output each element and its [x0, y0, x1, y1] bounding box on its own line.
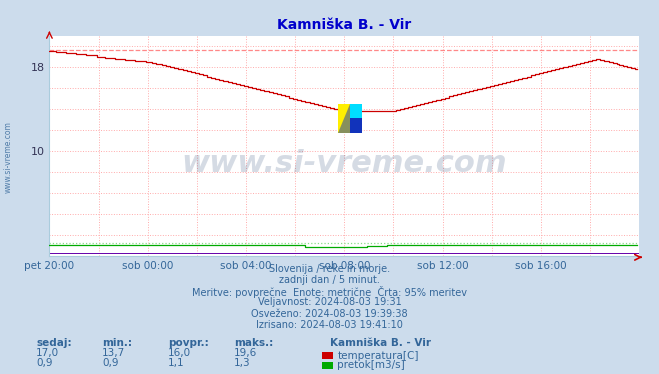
- Text: Osveženo: 2024-08-03 19:39:38: Osveženo: 2024-08-03 19:39:38: [251, 309, 408, 319]
- Text: Veljavnost: 2024-08-03 19:31: Veljavnost: 2024-08-03 19:31: [258, 297, 401, 307]
- Text: Izrisano: 2024-08-03 19:41:10: Izrisano: 2024-08-03 19:41:10: [256, 320, 403, 330]
- Text: Meritve: povprečne  Enote: metrične  Črta: 95% meritev: Meritve: povprečne Enote: metrične Črta:…: [192, 286, 467, 298]
- Text: www.si-vreme.com: www.si-vreme.com: [3, 121, 13, 193]
- Text: www.si-vreme.com: www.si-vreme.com: [181, 149, 507, 178]
- Text: Kamniška B. - Vir: Kamniška B. - Vir: [330, 338, 430, 348]
- Title: Kamniška B. - Vir: Kamniška B. - Vir: [277, 18, 411, 31]
- Text: sedaj:: sedaj:: [36, 338, 72, 348]
- Text: 0,9: 0,9: [102, 358, 119, 368]
- Text: min.:: min.:: [102, 338, 132, 348]
- Text: maks.:: maks.:: [234, 338, 273, 348]
- Text: 17,0: 17,0: [36, 348, 59, 358]
- Text: 1,3: 1,3: [234, 358, 250, 368]
- Polygon shape: [339, 104, 350, 133]
- Text: zadnji dan / 5 minut.: zadnji dan / 5 minut.: [279, 275, 380, 285]
- Text: Slovenija / reke in morje.: Slovenija / reke in morje.: [269, 264, 390, 274]
- Bar: [350, 118, 362, 133]
- Text: pretok[m3/s]: pretok[m3/s]: [337, 361, 405, 370]
- Text: 13,7: 13,7: [102, 348, 125, 358]
- Text: 16,0: 16,0: [168, 348, 191, 358]
- Bar: [350, 104, 362, 118]
- Text: 0,9: 0,9: [36, 358, 53, 368]
- Text: 1,1: 1,1: [168, 358, 185, 368]
- Bar: [339, 104, 350, 133]
- Text: povpr.:: povpr.:: [168, 338, 209, 348]
- Text: 19,6: 19,6: [234, 348, 257, 358]
- Text: temperatura[C]: temperatura[C]: [337, 351, 419, 361]
